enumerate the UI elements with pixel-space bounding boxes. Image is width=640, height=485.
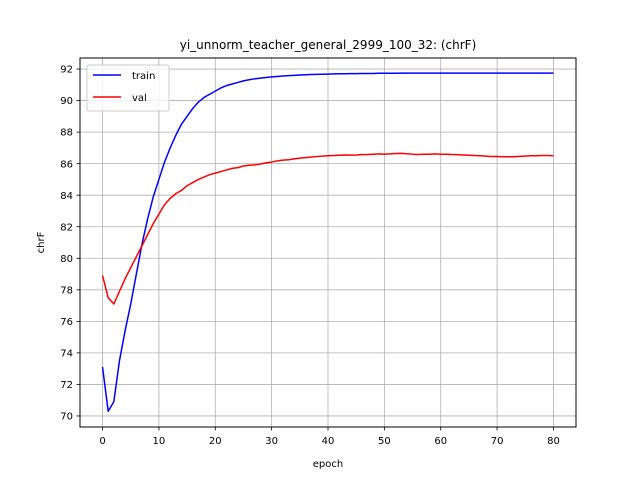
y-tick-label: 88 — [60, 128, 73, 139]
grid — [80, 58, 576, 427]
y-tick-label: 80 — [60, 254, 73, 265]
chart-title: yi_unnorm_teacher_general_2999_100_32: (… — [180, 38, 477, 52]
legend: train val — [86, 64, 170, 112]
legend-box — [86, 64, 170, 112]
x-axis-label: epoch — [313, 459, 343, 470]
y-tick-label: 92 — [60, 65, 73, 76]
x-tick-label: 70 — [491, 436, 504, 447]
y-tick-label: 76 — [60, 317, 73, 328]
y-axis-label: chrF — [36, 231, 47, 253]
series-line-val — [101, 152, 554, 305]
x-tick-label: 20 — [209, 436, 222, 447]
tick-layer: 0 10 20 30 40 50 60 70 80 70 72 74 76 78 80 82 84 86 88 90 9… — [60, 65, 560, 447]
y-tick-label: 82 — [60, 222, 73, 233]
x-tick-label: 50 — [378, 436, 391, 447]
x-tick-label: 80 — [547, 436, 560, 447]
x-tick-label: 40 — [322, 436, 335, 447]
x-tick-label: 0 — [99, 436, 105, 447]
legend-label-val: val — [132, 93, 147, 104]
y-tick-label: 84 — [60, 191, 73, 202]
x-tick-label: 10 — [153, 436, 166, 447]
x-tick-label: 60 — [434, 436, 447, 447]
series-layer — [101, 72, 554, 412]
x-tick-label: 30 — [265, 436, 278, 447]
y-tick-label: 86 — [60, 159, 73, 170]
y-tick-label: 72 — [60, 380, 73, 391]
series-line-train — [101, 72, 554, 412]
y-tick-label: 74 — [60, 348, 73, 359]
y-tick-label: 78 — [60, 285, 73, 296]
y-tick-label: 90 — [60, 96, 73, 107]
legend-label-train: train — [132, 71, 155, 82]
y-tick-label: 70 — [60, 412, 73, 423]
